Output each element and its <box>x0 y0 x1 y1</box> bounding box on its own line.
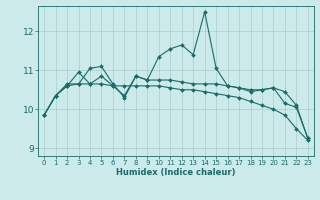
X-axis label: Humidex (Indice chaleur): Humidex (Indice chaleur) <box>116 168 236 177</box>
